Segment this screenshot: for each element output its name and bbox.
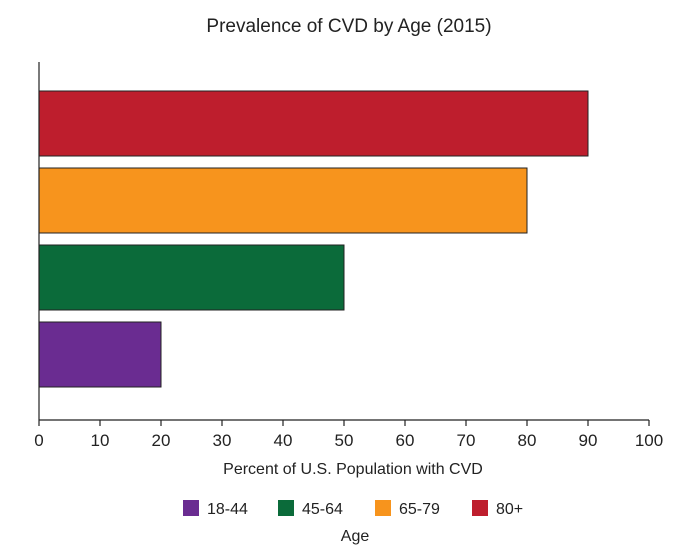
- x-tick-label: 60: [396, 431, 415, 450]
- bar-group: [38, 90, 589, 388]
- x-tick-label: 40: [274, 431, 293, 450]
- legend-label-18-44: 18-44: [207, 501, 248, 518]
- legend-label-80+: 80+: [496, 501, 523, 518]
- legend-label-45-64: 45-64: [302, 501, 343, 518]
- x-tick-label: 30: [213, 431, 232, 450]
- x-tick-label: 0: [34, 431, 43, 450]
- x-tick-label: 20: [152, 431, 171, 450]
- x-tick-label: 50: [335, 431, 354, 450]
- bar-80+: [38, 90, 589, 157]
- legend-swatch-18-44: [183, 500, 199, 516]
- legend-swatch-45-64: [278, 500, 294, 516]
- legend-swatch-65-79: [375, 500, 391, 516]
- x-axis-title: Percent of U.S. Population with CVD: [223, 461, 483, 478]
- legend-label-65-79: 65-79: [399, 501, 440, 518]
- x-tick-label: 90: [579, 431, 598, 450]
- x-tick-label: 80: [518, 431, 537, 450]
- legend-title: Age: [341, 528, 370, 545]
- x-tick-label: 10: [91, 431, 110, 450]
- legend: 18-44 45-64 65-79 80+: [183, 500, 523, 518]
- x-tick-label: 100: [635, 431, 663, 450]
- bar-45-64: [38, 244, 345, 311]
- legend-swatch-80+: [472, 500, 488, 516]
- x-axis-ticks: 0 10 20 30 40 50 60 70 80 90 100: [34, 420, 663, 450]
- x-tick-label: 70: [457, 431, 476, 450]
- bar-65-79: [38, 167, 528, 234]
- chart-title: Prevalence of CVD by Age (2015): [206, 16, 491, 37]
- bar-18-44: [38, 321, 162, 388]
